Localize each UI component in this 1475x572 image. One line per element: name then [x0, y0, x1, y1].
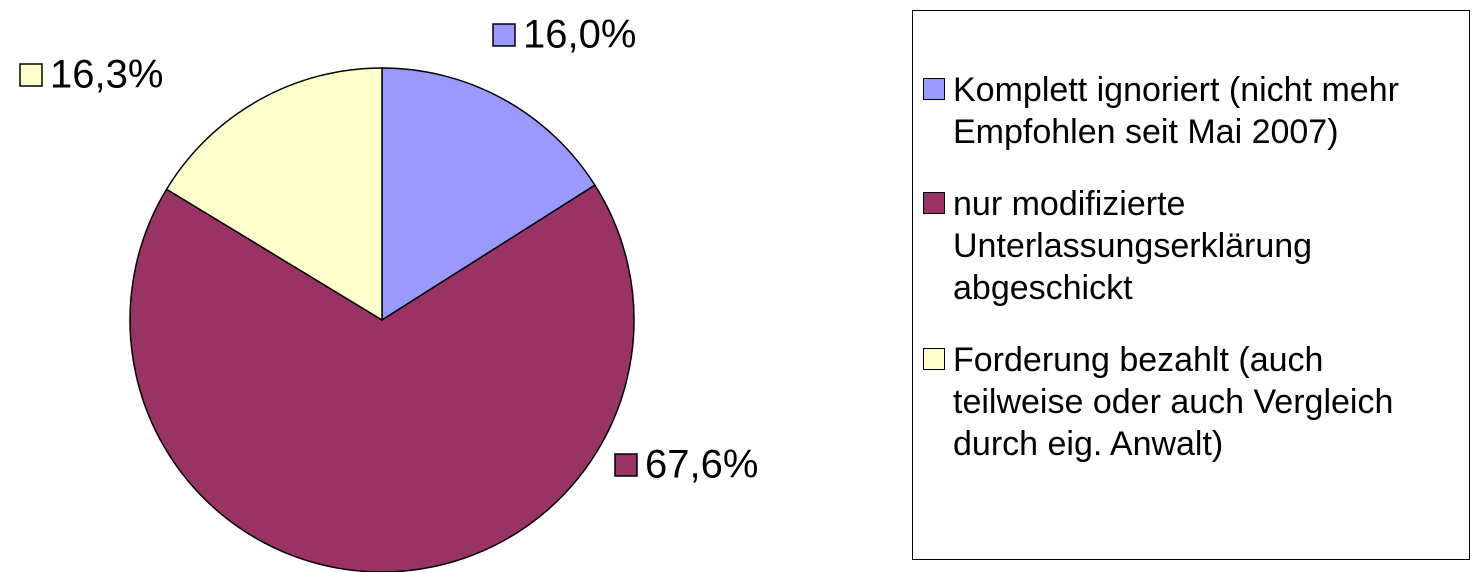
legend-label: nur modifizierte Unterlassungserklärung … — [953, 185, 1313, 307]
chart: 16,0% 67,6% 16,3% — [19, 13, 758, 572]
legend: Komplett ignoriert (nicht mehr Empfohlen… — [912, 10, 1470, 560]
legend-swatch — [923, 348, 945, 370]
legend-label: Forderung bezahlt (auch teilweise oder a… — [953, 341, 1394, 463]
label-swatch — [614, 453, 638, 477]
label-swatch — [492, 23, 516, 47]
legend-label: Komplett ignoriert (nicht mehr Empfohlen… — [953, 71, 1399, 151]
legend-entry: Komplett ignoriert (nicht mehr Empfohlen… — [923, 69, 1469, 153]
legend-swatch — [923, 192, 945, 214]
data-label: 67,6% — [645, 443, 758, 487]
data-label: 16,0% — [523, 13, 636, 57]
pie-slice — [381, 67, 596, 322]
legend-entry: nur modifizierte Unterlassungserklärung … — [923, 183, 1469, 309]
legend-entry: Forderung bezahlt (auch teilweise oder a… — [923, 339, 1469, 465]
data-label: 16,3% — [50, 53, 163, 97]
label-swatch — [19, 63, 43, 87]
pie-slice — [165, 67, 383, 322]
legend-swatch — [923, 78, 945, 100]
